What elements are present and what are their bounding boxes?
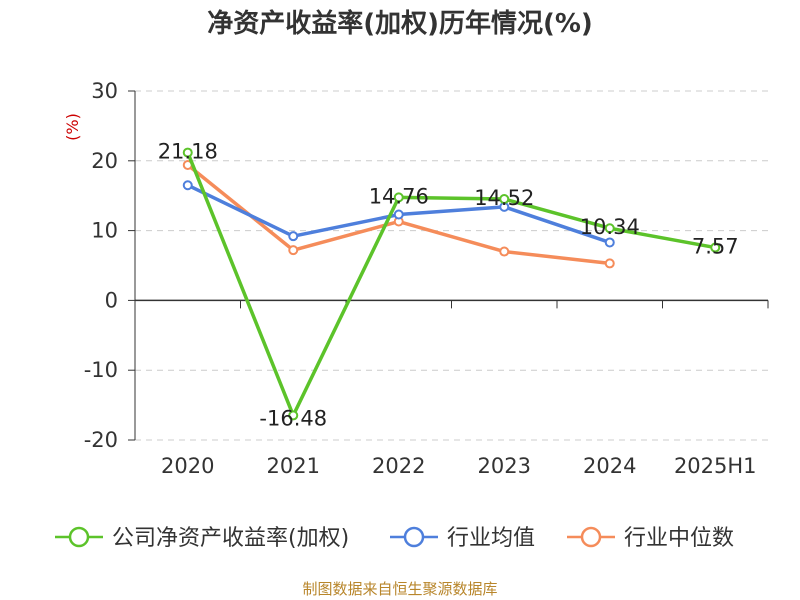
data-label: 21.18 (158, 140, 218, 164)
data-point-0 (288, 410, 299, 421)
series-line-0 (186, 151, 716, 418)
data-labels: 21.18 -16.48 14.76 14.52 10.34 7.57 (158, 140, 739, 431)
data-point-0 (499, 194, 510, 205)
y-tick-label: 10 (91, 219, 118, 243)
y-tick-label: -10 (84, 358, 118, 382)
y-tick-label: -20 (84, 428, 118, 452)
legend-label-0: 公司净资产收益率(加权) (112, 526, 349, 551)
data-label: -16.48 (259, 406, 327, 430)
y-tick-label: 30 (91, 79, 118, 103)
data-point-1 (182, 180, 193, 191)
data-point-0 (604, 223, 615, 234)
data-point-1 (604, 237, 615, 248)
legend-marker-0 (68, 526, 90, 548)
data-point-2 (604, 258, 615, 269)
data-point-2 (288, 245, 299, 256)
data-point-1 (288, 231, 299, 242)
data-point-0 (393, 192, 404, 203)
legend-marker-1 (403, 526, 425, 548)
data-point-0 (182, 147, 193, 158)
data-point-0 (710, 242, 721, 253)
x-tick-label: 2020 (161, 454, 214, 478)
series-lines (182, 147, 721, 421)
data-point-1 (393, 209, 404, 220)
x-tick-label: 2022 (372, 454, 425, 478)
chart-title: 净资产收益率(加权)历年情况(%) (207, 8, 593, 39)
legend-marker-2 (580, 526, 602, 548)
y-tick-label: 20 (91, 149, 118, 173)
data-label: 7.57 (692, 235, 739, 259)
data-label: 14.76 (369, 184, 429, 208)
x-tick-label: 2025H1 (674, 454, 757, 478)
y-tick-label: 0 (105, 288, 118, 312)
data-label: 14.52 (474, 186, 534, 210)
legend-label-1: 行业均值 (447, 526, 535, 551)
axes: 30 20 10 0 -10 -20 2020 2021 2022 2023 2024 2025H1 (84, 79, 769, 478)
y-axis-label: (%) (63, 113, 82, 141)
legend: 公司净资产收益率(加权) 行业均值 行业中位数 (55, 526, 734, 551)
x-tick-label: 2023 (478, 454, 531, 478)
x-tick-label: 2024 (583, 454, 636, 478)
data-point-2 (499, 246, 510, 257)
x-tick-label: 2021 (267, 454, 320, 478)
gridlines (135, 90, 768, 441)
legend-label-2: 行业中位数 (624, 526, 734, 551)
source-note: 制图数据来自恒生聚源数据库 (302, 580, 497, 598)
data-label: 10.34 (580, 215, 640, 239)
